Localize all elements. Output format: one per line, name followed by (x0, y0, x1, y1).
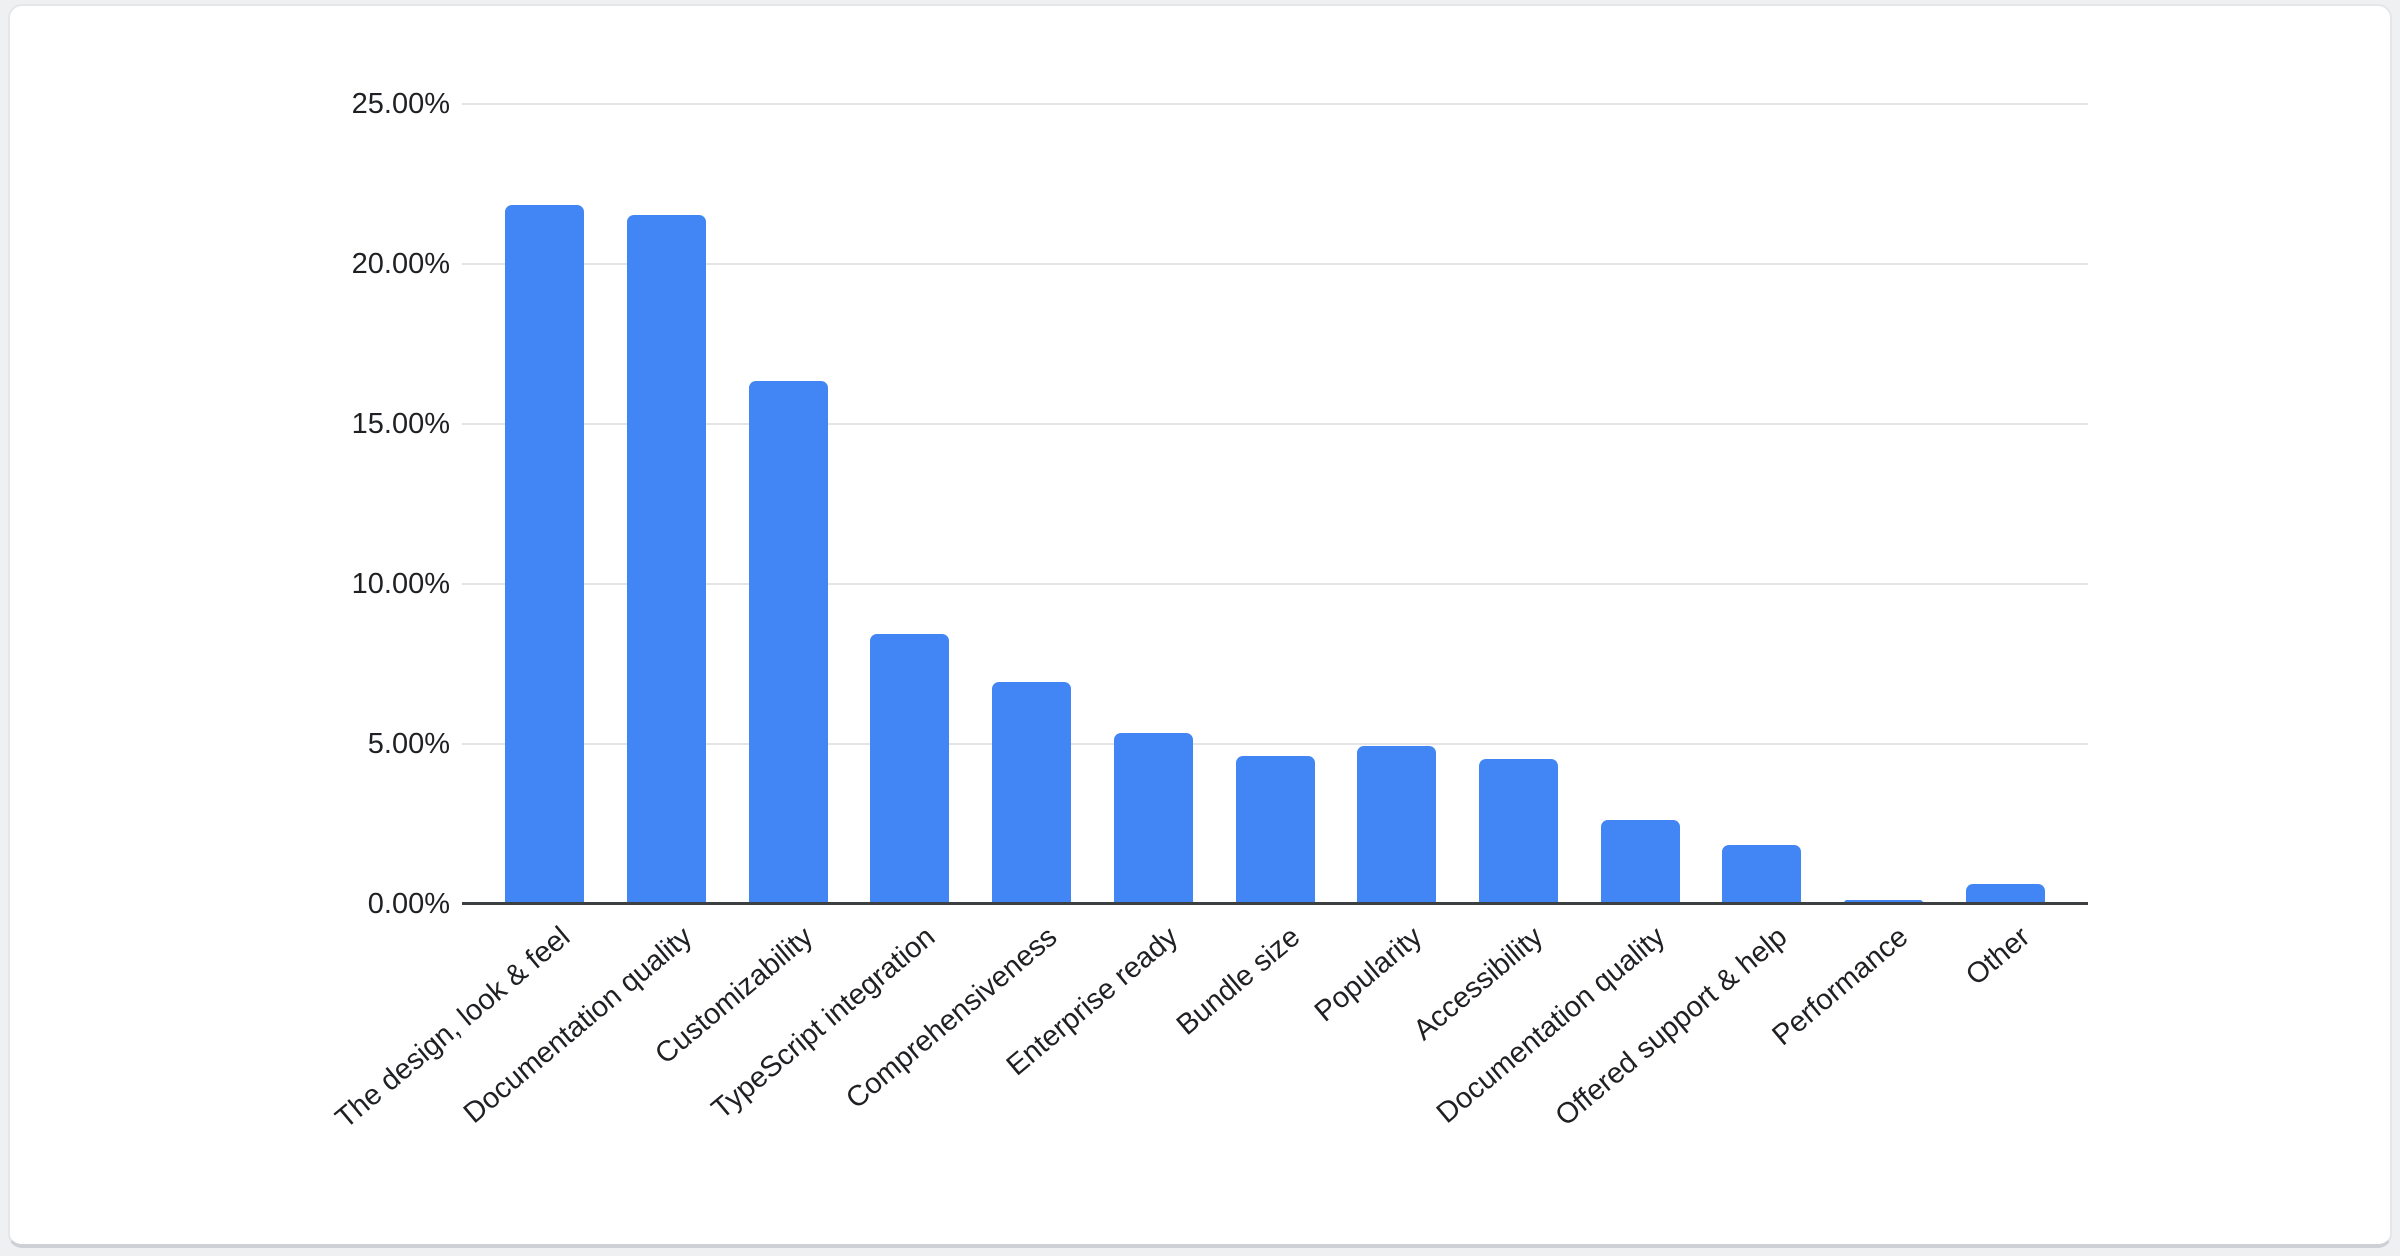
bar[interactable] (627, 215, 707, 903)
y-tick-label: 20.00% (351, 248, 450, 280)
bar[interactable] (1965, 883, 2045, 903)
bar[interactable] (1722, 845, 1802, 903)
bar[interactable] (1113, 733, 1193, 903)
bar[interactable] (505, 205, 585, 903)
plot-area (462, 103, 2088, 905)
bar[interactable] (748, 381, 828, 903)
y-tick-label: 25.00% (351, 88, 450, 120)
y-tick-label: 15.00% (351, 408, 450, 440)
gridline (462, 743, 2088, 745)
bar[interactable] (870, 634, 950, 903)
x-category-label: The design, look & feel (329, 920, 577, 1135)
bar[interactable] (1357, 746, 1437, 903)
y-tick-label: 5.00% (367, 728, 450, 760)
gridline (462, 103, 2088, 105)
bar[interactable] (992, 682, 1072, 903)
y-tick-label: 10.00% (351, 568, 450, 600)
bar[interactable] (1600, 819, 1680, 903)
gridline (462, 263, 2088, 265)
x-axis-baseline (462, 902, 2088, 905)
x-category-label: Offered support & help (1549, 920, 1793, 1133)
bar[interactable] (1843, 899, 1923, 903)
chart-card: 0.00% 5.00% 10.00% 15.00% 20.00% 25.00% The d… (8, 4, 2392, 1248)
y-tick-label: 0.00% (367, 888, 450, 920)
x-category-label: Documentation quality (457, 920, 698, 1130)
gridline (462, 423, 2088, 425)
bar[interactable] (1478, 759, 1558, 903)
x-category-label: Bundle size (1170, 920, 1307, 1042)
gridline (462, 583, 2088, 585)
x-category-label: Documentation quality (1430, 920, 1672, 1130)
bar[interactable] (1235, 755, 1315, 903)
x-category-label: TypeScript integration (705, 920, 942, 1126)
x-category-label: Popularity (1308, 920, 1428, 1029)
x-category-label: Other (1960, 920, 2037, 992)
x-category-label: Comprehensiveness (839, 920, 1063, 1116)
